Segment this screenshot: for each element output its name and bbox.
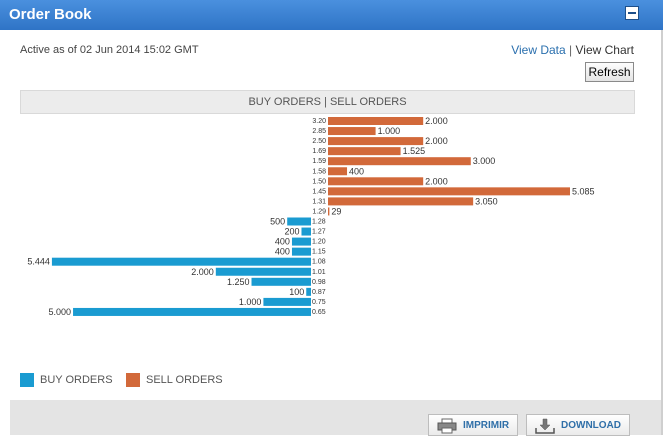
price-label: 0.87	[312, 289, 326, 296]
quantity-label: 3.050	[475, 196, 498, 206]
download-button[interactable]: DOWNLOAD	[526, 414, 630, 436]
sell-swatch	[126, 373, 140, 387]
collapse-icon[interactable]	[625, 6, 639, 20]
print-label: IMPRIMIR	[463, 420, 510, 431]
buy-bar	[306, 287, 311, 296]
price-label: 1.01	[312, 269, 326, 276]
quantity-label: 1.000	[239, 297, 262, 307]
quantity-label: 5.000	[49, 307, 72, 317]
quantity-label: 100	[289, 287, 304, 297]
sell-bar	[328, 147, 401, 156]
view-data-link[interactable]: View Data	[511, 43, 566, 57]
sell-bar	[328, 137, 424, 146]
price-label: 3.20	[312, 118, 326, 125]
quantity-label: 400	[349, 166, 364, 176]
buy-bar	[51, 257, 311, 266]
sell-bar	[328, 117, 424, 125]
price-label: 1.59	[312, 158, 326, 165]
sell-bar	[328, 207, 330, 216]
view-separator: |	[569, 43, 573, 57]
quantity-label: 500	[270, 217, 285, 227]
sell-bar	[328, 127, 376, 136]
quantity-label: 5.444	[27, 257, 50, 267]
quantity-label: 3.000	[473, 156, 496, 166]
buy-bar	[291, 237, 311, 246]
legend-sell: SELL ORDERS	[126, 373, 223, 387]
quantity-label: 2.000	[425, 176, 448, 186]
buy-bar	[301, 227, 311, 236]
panel-header: Order Book	[0, 0, 663, 30]
sell-bar	[328, 197, 474, 206]
refresh-button[interactable]: Refresh	[585, 62, 634, 82]
chart-title: BUY ORDERS | SELL ORDERS	[20, 90, 635, 114]
buy-bar	[73, 307, 312, 316]
price-label: 1.45	[312, 188, 326, 195]
panel-title: Order Book	[9, 6, 92, 23]
price-label: 1.29	[312, 208, 326, 215]
price-label: 1.28	[312, 219, 326, 226]
download-icon	[535, 418, 555, 434]
active-timestamp: Active as of 02 Jun 2014 15:02 GMT	[20, 44, 199, 56]
quantity-label: 400	[275, 237, 290, 247]
quantity-label: 400	[275, 247, 290, 257]
price-label: 2.50	[312, 138, 326, 145]
download-label: DOWNLOAD	[561, 420, 621, 431]
quantity-label: 1.250	[227, 277, 250, 287]
price-label: 1.08	[312, 259, 326, 266]
legend-buy: BUY ORDERS	[20, 373, 113, 387]
buy-bar	[263, 297, 311, 306]
quantity-label: 2.000	[425, 116, 448, 126]
quantity-label: 1.000	[378, 126, 401, 136]
sell-bar	[328, 167, 348, 176]
quantity-label: 200	[284, 227, 299, 237]
quantity-label: 2.000	[425, 136, 448, 146]
sell-bar	[328, 157, 471, 166]
quantity-label: 29	[331, 206, 341, 216]
buy-bar	[291, 247, 311, 256]
buy-swatch	[20, 373, 34, 387]
print-button[interactable]: IMPRIMIR	[428, 414, 518, 436]
price-label: 1.58	[312, 168, 326, 175]
buy-bar	[287, 217, 311, 226]
sell-bar	[328, 187, 570, 196]
view-chart-link[interactable]: View Chart	[575, 43, 634, 57]
printer-icon	[437, 418, 457, 434]
panel-border	[661, 30, 663, 435]
price-label: 1.15	[312, 249, 326, 256]
price-label: 1.50	[312, 178, 326, 185]
price-label: 1.27	[312, 229, 326, 236]
price-label: 0.98	[312, 279, 326, 286]
view-toggle: View Data | View Chart	[511, 43, 634, 57]
quantity-label: 2.000	[191, 267, 214, 277]
buy-bar	[215, 267, 311, 276]
price-label: 2.85	[312, 128, 326, 135]
quantity-label: 5.085	[572, 186, 595, 196]
price-label: 1.31	[312, 198, 326, 205]
sell-bar	[328, 177, 424, 186]
price-label: 1.69	[312, 148, 326, 155]
price-label: 0.75	[312, 299, 326, 306]
quantity-label: 1.525	[403, 146, 426, 156]
price-label: 0.65	[312, 309, 326, 316]
buy-bar	[251, 277, 311, 286]
legend-buy-label: BUY ORDERS	[40, 373, 113, 386]
price-label: 1.20	[312, 239, 326, 246]
legend-sell-label: SELL ORDERS	[146, 373, 223, 386]
